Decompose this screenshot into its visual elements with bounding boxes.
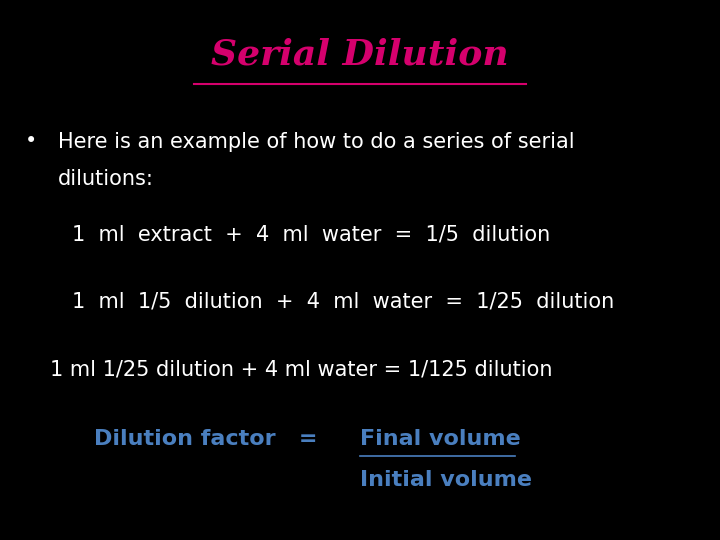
- Text: 1  ml  1/5  dilution  +  4  ml  water  =  1/25  dilution: 1 ml 1/5 dilution + 4 ml water = 1/25 di…: [72, 292, 614, 312]
- Text: Dilution factor   =: Dilution factor =: [94, 429, 317, 449]
- Text: Serial Dilution: Serial Dilution: [211, 38, 509, 72]
- Text: Here is an example of how to do a series of serial: Here is an example of how to do a series…: [58, 132, 575, 152]
- Text: •: •: [25, 132, 37, 151]
- Text: dilutions:: dilutions:: [58, 169, 153, 189]
- Text: Final volume: Final volume: [360, 429, 521, 449]
- Text: Initial volume: Initial volume: [360, 470, 532, 490]
- Text: 1 ml 1/25 dilution + 4 ml water = 1/125 dilution: 1 ml 1/25 dilution + 4 ml water = 1/125 …: [50, 359, 553, 379]
- Text: 1  ml  extract  +  4  ml  water  =  1/5  dilution: 1 ml extract + 4 ml water = 1/5 dilution: [72, 224, 550, 244]
